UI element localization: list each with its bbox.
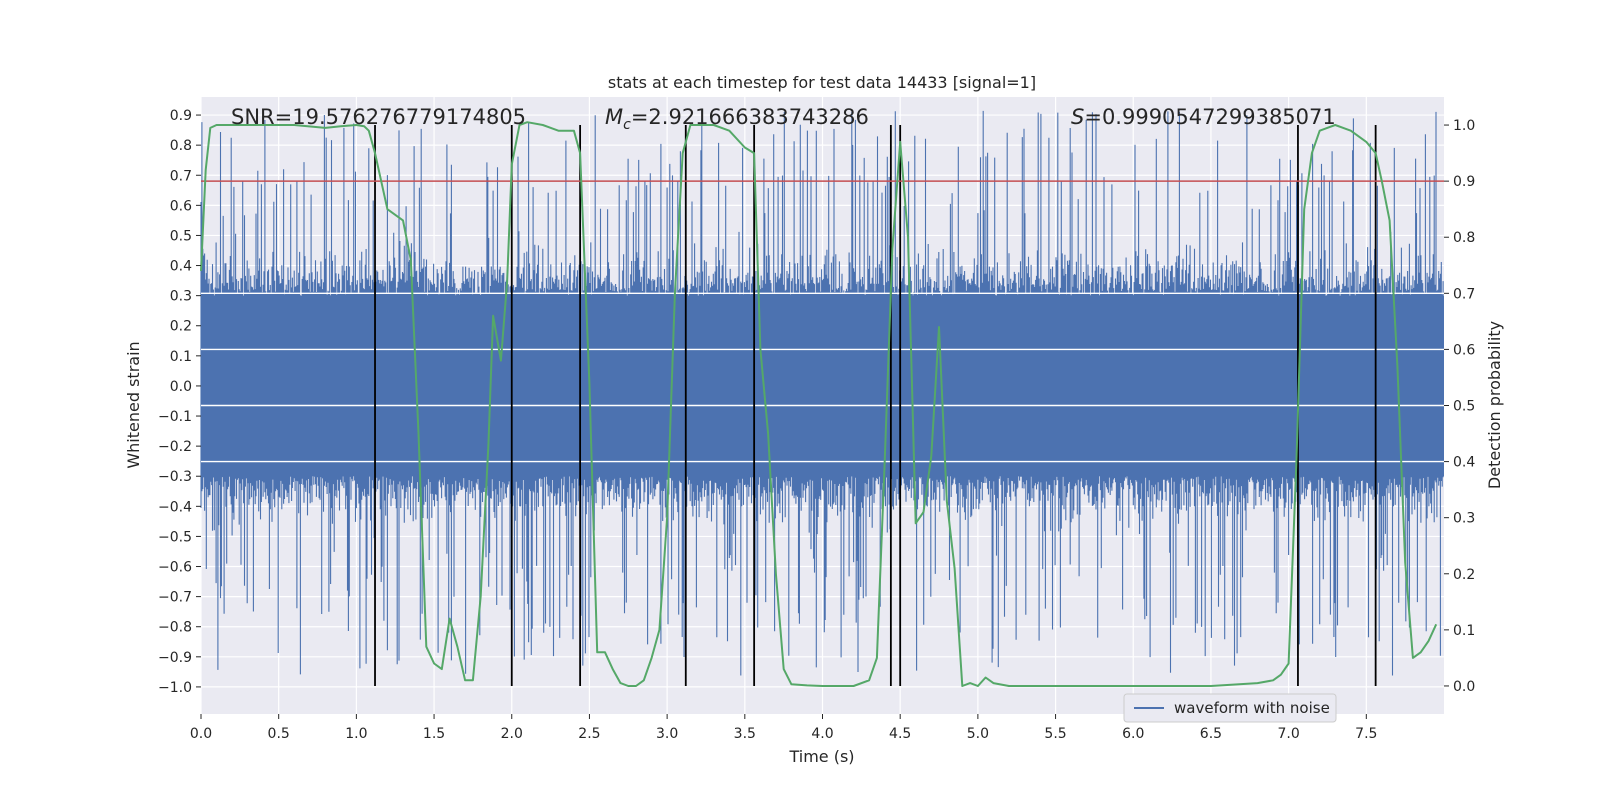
right-tick-label: 0.1	[1453, 623, 1475, 639]
right-tick-label: 0.6	[1453, 342, 1475, 358]
left-tick-label: 0.4	[170, 259, 192, 275]
right-axis-ticks: 1.0 0.9 0.8 0.7 0.6 0.5 0.4 0.3 0.2 0.1 0.0	[1444, 118, 1475, 695]
left-tick-label: 0.1	[170, 349, 192, 365]
x-tick-label: 0.0	[190, 726, 212, 742]
waveform-series	[200, 110, 1444, 676]
x-tick-label: 7.0	[1277, 726, 1299, 742]
right-tick-label: 0.3	[1453, 511, 1475, 527]
right-axis-label: Detection probability	[1485, 321, 1504, 489]
right-tick-label: 0.7	[1453, 286, 1475, 302]
x-tick-label: 4.0	[811, 726, 833, 742]
left-tick-label: −0.8	[158, 620, 192, 636]
left-tick-label: −0.7	[158, 590, 192, 606]
left-tick-label: −0.2	[158, 439, 192, 455]
x-tick-label: 1.5	[423, 726, 445, 742]
right-tick-label: 0.8	[1453, 230, 1475, 246]
left-axis-label: Whitened strain	[124, 341, 143, 468]
right-tick-label: 0.5	[1453, 399, 1475, 415]
left-tick-label: 0.6	[170, 198, 192, 214]
left-tick-label: 0.3	[170, 289, 192, 305]
left-tick-label: −0.9	[158, 650, 192, 666]
chirp-mass-value: =2.921666383743286	[631, 105, 869, 129]
probability-series	[200, 121, 1438, 687]
left-tick-label: 0.2	[170, 319, 192, 335]
left-tick-label: −1.0	[158, 680, 192, 696]
x-tick-label: 3.5	[734, 726, 756, 742]
right-tick-label: 1.0	[1453, 118, 1475, 134]
x-tick-label: 6.5	[1200, 726, 1222, 742]
x-axis-label: Time (s)	[788, 747, 854, 766]
x-tick-label: 5.5	[1044, 726, 1066, 742]
left-tick-label: −0.3	[158, 469, 192, 485]
x-axis-ticks: 0.0 0.5 1.0 1.5 2.0 2.5 3.0 3.5 4.0 4.5 5.0 5.5 6.0 6…	[190, 714, 1377, 742]
x-tick-label: 7.5	[1355, 726, 1377, 742]
chart-title: stats at each timestep for test data 144…	[608, 73, 1036, 92]
left-tick-label: 0.5	[170, 228, 192, 244]
left-tick-label: 0.9	[170, 108, 192, 124]
right-tick-label: 0.4	[1453, 455, 1475, 471]
left-tick-label: 0.8	[170, 138, 192, 154]
left-tick-label: 0.7	[170, 168, 192, 184]
legend: waveform with noise	[1123, 693, 1337, 723]
x-tick-label: 0.5	[268, 726, 290, 742]
x-tick-label: 1.0	[345, 726, 367, 742]
waveform-core	[201, 295, 1444, 477]
left-tick-label: −0.4	[158, 499, 192, 515]
x-tick-label: 6.0	[1122, 726, 1144, 742]
left-axis-ticks: 0.9 0.8 0.7 0.6 0.5 0.4 0.3 0.2 0.1 0.0 −0.1 −0.2 −0…	[158, 108, 201, 696]
x-tick-label: 4.5	[889, 726, 911, 742]
legend-label: waveform with noise	[1174, 699, 1330, 717]
right-tick-label: 0.9	[1453, 174, 1475, 190]
x-tick-label: 3.0	[656, 726, 678, 742]
left-tick-label: −0.5	[158, 529, 192, 545]
snr-annotation: SNR=19.576276779174805	[231, 105, 526, 129]
s-value: =0.9990547299385071	[1084, 105, 1335, 129]
s-annotation: S=0.9990547299385071	[1071, 105, 1336, 129]
probability-line	[200, 121, 1438, 687]
legend-box	[1123, 693, 1337, 723]
right-tick-label: 0.0	[1453, 679, 1475, 695]
left-tick-label: −0.6	[158, 560, 192, 576]
chirp-mass-annotation: Mc=2.921666383743286	[605, 105, 869, 133]
x-tick-label: 2.5	[578, 726, 600, 742]
right-tick-label: 0.2	[1453, 567, 1475, 583]
x-tick-label: 2.0	[501, 726, 523, 742]
x-tick-label: 5.0	[967, 726, 989, 742]
left-tick-label: −0.1	[158, 409, 192, 425]
left-tick-label: 0.0	[170, 379, 192, 395]
